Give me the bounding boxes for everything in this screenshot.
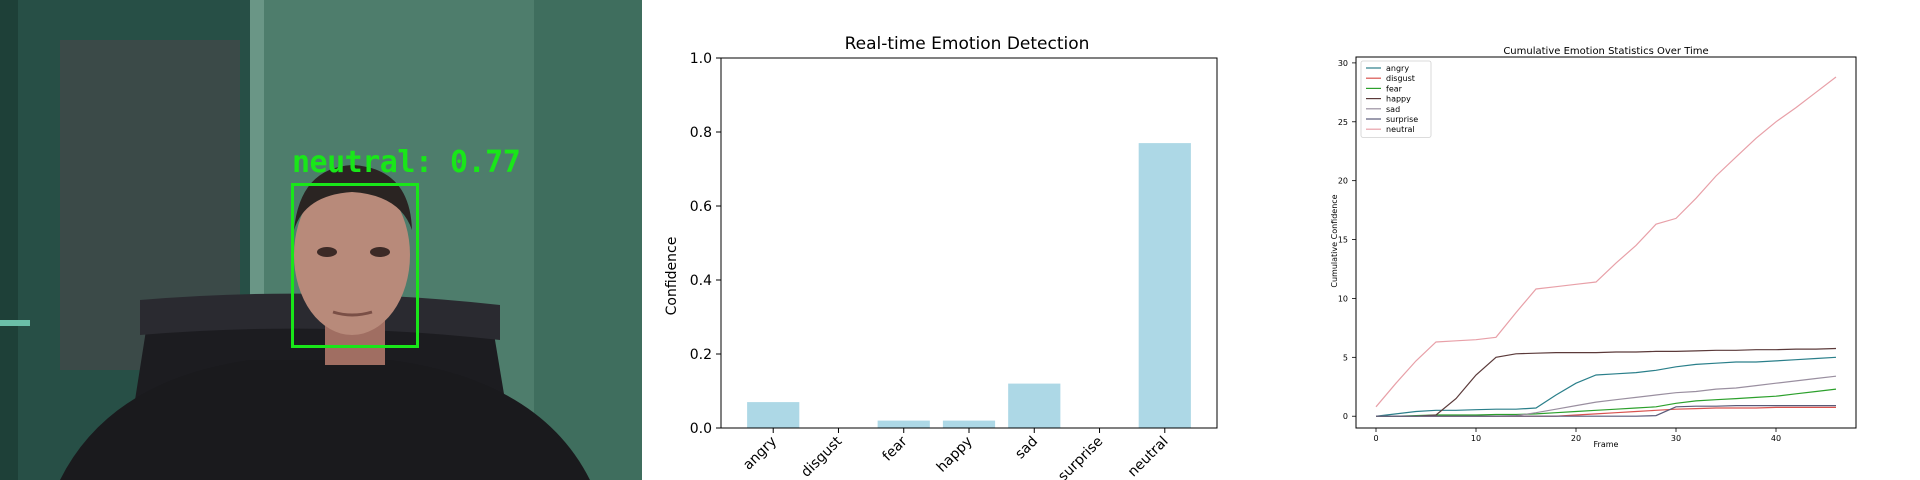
bar-neutral bbox=[1138, 143, 1191, 428]
bar-chart-y-tick-label: 1.0 bbox=[690, 51, 712, 67]
bar-happy bbox=[942, 420, 996, 428]
bar-chart-x-tick-label: happy bbox=[934, 434, 976, 476]
series-line-fear bbox=[1376, 388, 1837, 417]
line-chart-y-tick-label: 25 bbox=[1338, 118, 1348, 127]
bar-chart: Real-time Emotion Detection Confidence 0… bbox=[664, 34, 1218, 480]
webcam-feed: neutral: 0.77 bbox=[0, 0, 642, 480]
line-chart-y-ticks: 0 5 10 15 20 25 30 bbox=[1338, 59, 1356, 421]
bar-chart-x-tick-label: sad bbox=[1012, 434, 1041, 463]
bar-chart-y-axis-label: Confidence bbox=[664, 237, 680, 316]
line-chart-x-tick-label: 0 bbox=[1373, 434, 1378, 443]
legend-label-fear: fear bbox=[1386, 84, 1403, 93]
bar-fear bbox=[877, 420, 930, 428]
line-chart-y-tick-label: 30 bbox=[1338, 59, 1348, 68]
line-chart-y-tick-label: 10 bbox=[1338, 294, 1348, 303]
bar-chart-y-tick-label: 0.2 bbox=[690, 347, 712, 363]
bar-chart-y-tick-label: 0.6 bbox=[690, 199, 712, 215]
bar-chart-x-tick-label: surprise bbox=[1055, 434, 1106, 480]
line-chart-legend-box bbox=[1360, 60, 1432, 138]
bar-chart-x-ticks: angry disgust fear happy sad surprise neutral bbox=[740, 428, 1172, 480]
series-line-neutral bbox=[1375, 76, 1837, 408]
line-chart-x-ticks: 0 10 20 30 40 bbox=[1373, 428, 1781, 443]
line-chart-y-tick-label: 15 bbox=[1338, 236, 1348, 245]
bar-chart-y-tick-label: 0.8 bbox=[690, 125, 712, 141]
legend-label-sad: sad bbox=[1386, 105, 1400, 114]
series-line-surprise bbox=[1376, 405, 1836, 417]
line-chart-x-tick-label: 30 bbox=[1671, 434, 1681, 443]
bar-chart-y-ticks: 0.0 0.2 0.4 0.6 0.8 1.0 bbox=[690, 51, 721, 437]
line-chart-y-tick-label: 0 bbox=[1343, 412, 1348, 421]
bar-angry bbox=[747, 402, 800, 428]
bar-chart-y-tick-label: 0.4 bbox=[690, 273, 712, 289]
line-chart-frame bbox=[1355, 56, 1857, 429]
bar-chart-x-tick-label: neutral bbox=[1125, 434, 1172, 480]
face-bounding-box bbox=[291, 183, 419, 348]
legend-label-disgust: disgust bbox=[1386, 74, 1415, 83]
bar-chart-title: Real-time Emotion Detection bbox=[845, 34, 1090, 54]
bar-chart-y-tick-label: 0.0 bbox=[690, 421, 712, 437]
webcam-scene bbox=[0, 0, 642, 480]
bar-chart-bars bbox=[747, 143, 1191, 428]
line-chart-title: Cumulative Emotion Statistics Over Time bbox=[1503, 46, 1708, 57]
line-chart-x-tick-label: 10 bbox=[1471, 434, 1481, 443]
line-chart-y-tick-label: 5 bbox=[1343, 353, 1348, 362]
bar-chart-x-tick-label: fear bbox=[880, 433, 911, 464]
bar-chart-x-tick-label: disgust bbox=[798, 433, 845, 480]
line-chart-x-axis-label: Frame bbox=[1594, 440, 1619, 449]
legend-label-neutral: neutral bbox=[1386, 125, 1415, 134]
bar-chart-x-tick-label: angry bbox=[740, 434, 780, 474]
line-chart-y-axis-label: Cumulative Confidence bbox=[1330, 194, 1339, 287]
line-chart: Cumulative Emotion Statistics Over Time … bbox=[1330, 46, 1857, 449]
line-chart-y-tick-label: 20 bbox=[1338, 177, 1348, 186]
legend-label-surprise: surprise bbox=[1386, 115, 1418, 124]
legend-label-angry: angry bbox=[1386, 64, 1409, 73]
legend-label-happy: happy bbox=[1386, 95, 1411, 104]
bar-sad bbox=[1008, 383, 1061, 428]
series-line-angry bbox=[1375, 356, 1837, 417]
line-chart-series bbox=[1375, 76, 1837, 417]
series-line-happy bbox=[1376, 347, 1837, 417]
line-chart-x-tick-label: 20 bbox=[1571, 434, 1581, 443]
bar-chart-frame bbox=[720, 57, 1218, 429]
line-chart-x-tick-label: 40 bbox=[1771, 434, 1781, 443]
detection-label: neutral: 0.77 bbox=[292, 145, 521, 180]
